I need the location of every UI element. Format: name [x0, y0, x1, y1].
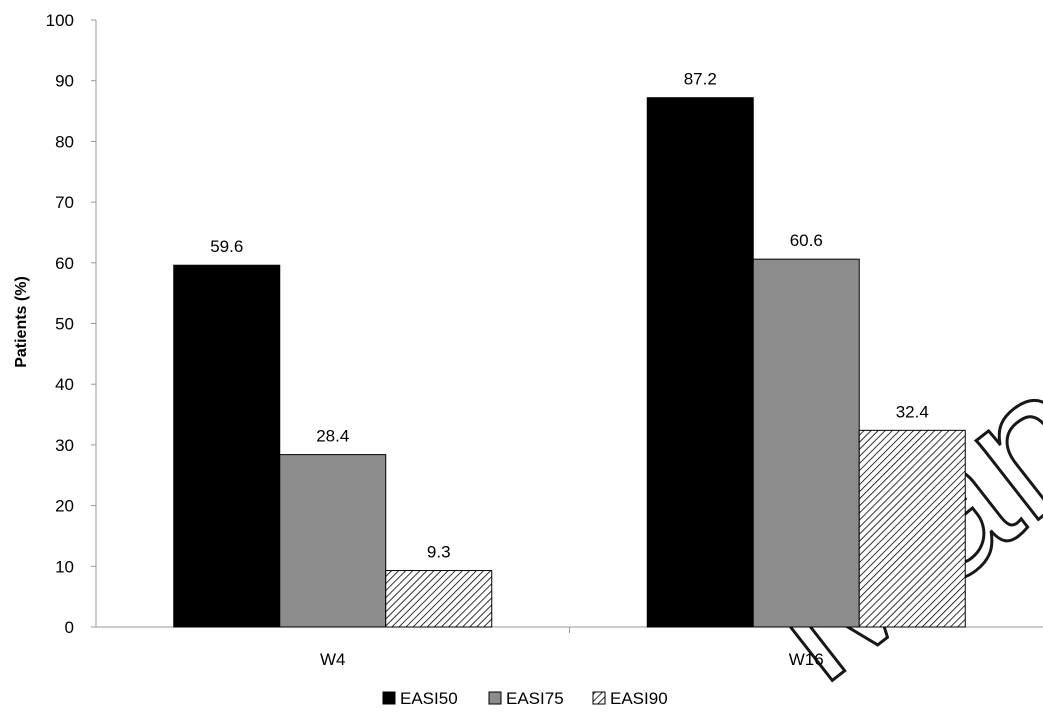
legend-label: EASI90: [610, 689, 668, 708]
bar-easi90-w16: [858, 429, 966, 628]
y-tick-label: 30: [55, 436, 74, 455]
data-label: 59.6: [210, 237, 243, 256]
data-label: 9.3: [427, 543, 451, 562]
bar-easi90-w4: [385, 570, 493, 628]
data-label: 60.6: [790, 231, 823, 250]
y-tick-label: 60: [55, 254, 74, 273]
bar-easi50-w4: [173, 264, 281, 628]
bars: [173, 97, 966, 628]
y-tick-label: 90: [55, 72, 74, 91]
y-axis-label: Patients (%): [13, 276, 30, 368]
y-tick-label: 70: [55, 193, 74, 212]
bar-easi50-w16: [646, 97, 754, 628]
y-tick-label: 80: [55, 132, 74, 151]
bar-easi75-w16: [752, 258, 860, 628]
data-label: 32.4: [896, 402, 929, 421]
legend: EASI50 EASI75 EASI90: [382, 689, 668, 708]
x-tick-label: W4: [320, 650, 346, 669]
y-tick-label: 100: [46, 11, 74, 30]
data-label: 87.2: [684, 70, 717, 89]
data-labels: 59.6 28.4 9.3 87.2 60.6 32.4: [210, 70, 929, 562]
x-tick-label: W16: [789, 650, 824, 669]
legend-swatch: [382, 691, 396, 705]
legend-swatch: [488, 691, 502, 705]
y-tick-label: 50: [55, 315, 74, 334]
data-label: 28.4: [316, 427, 349, 446]
y-tick-label: 10: [55, 557, 74, 576]
legend-label: EASI75: [506, 689, 564, 708]
bar-easi75-w4: [279, 454, 387, 628]
legend-label: EASI50: [400, 689, 458, 708]
y-axis: 0 10 20 30 40 50 60 70 80 90 100: [46, 11, 97, 637]
y-tick-label: 20: [55, 497, 74, 516]
y-tick-label: 0: [65, 618, 74, 637]
y-tick-label: 40: [55, 375, 74, 394]
legend-swatch: [592, 691, 606, 705]
